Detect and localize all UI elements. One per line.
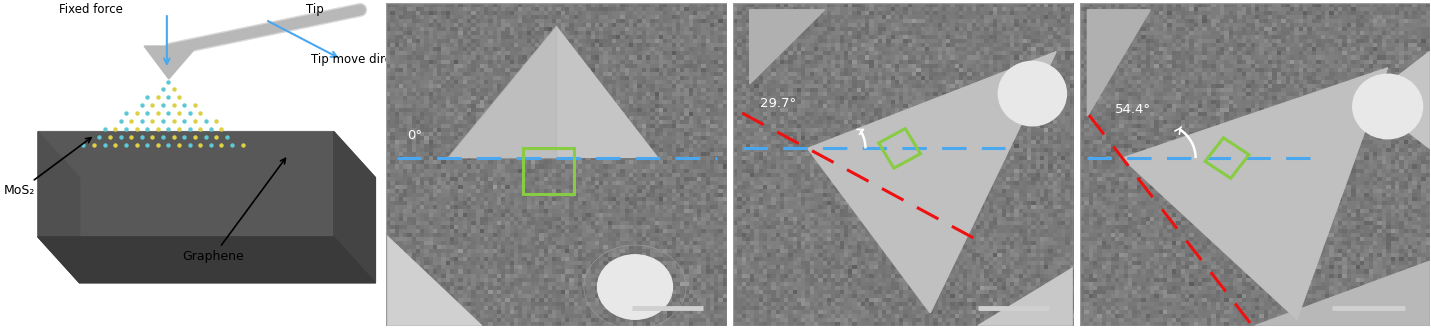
Polygon shape: [145, 46, 197, 79]
Text: 0°: 0°: [406, 129, 422, 142]
Polygon shape: [1122, 68, 1388, 319]
Polygon shape: [37, 132, 80, 283]
Text: 29.7°: 29.7°: [760, 97, 796, 110]
Ellipse shape: [999, 61, 1066, 126]
Text: 54.4°: 54.4°: [1115, 103, 1152, 116]
Ellipse shape: [598, 255, 673, 319]
Polygon shape: [1088, 10, 1151, 116]
Polygon shape: [1255, 261, 1430, 326]
Text: Graphene: Graphene: [182, 158, 285, 263]
Polygon shape: [37, 237, 375, 283]
Polygon shape: [807, 52, 1056, 313]
Polygon shape: [37, 132, 333, 237]
Polygon shape: [750, 10, 824, 84]
Polygon shape: [386, 236, 482, 326]
Polygon shape: [448, 26, 658, 158]
Polygon shape: [448, 26, 557, 158]
Text: MoS₂: MoS₂: [4, 138, 92, 197]
Text: Tip move direction: Tip move direction: [311, 53, 421, 66]
Polygon shape: [37, 132, 375, 178]
Polygon shape: [977, 268, 1073, 326]
Polygon shape: [333, 132, 375, 283]
Bar: [522, 148, 574, 193]
Text: Fixed force: Fixed force: [59, 3, 123, 16]
Ellipse shape: [1352, 74, 1422, 139]
Text: Tip: Tip: [306, 3, 323, 16]
Polygon shape: [1367, 52, 1430, 148]
